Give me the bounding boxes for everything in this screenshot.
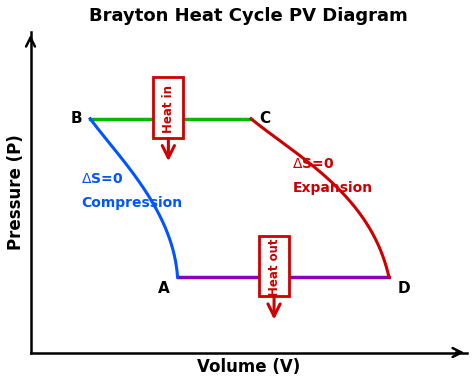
Y-axis label: Pressure (P): Pressure (P)	[7, 134, 25, 250]
Text: $\Delta$S=0: $\Delta$S=0	[81, 172, 123, 186]
FancyBboxPatch shape	[154, 77, 183, 137]
FancyBboxPatch shape	[259, 236, 289, 296]
Text: Heat in: Heat in	[162, 85, 175, 133]
Text: D: D	[397, 281, 410, 296]
Text: $\Delta$S=0: $\Delta$S=0	[292, 157, 335, 171]
Title: Brayton Heat Cycle PV Diagram: Brayton Heat Cycle PV Diagram	[90, 7, 408, 25]
X-axis label: Volume (V): Volume (V)	[197, 358, 301, 376]
Text: B: B	[70, 111, 82, 126]
Text: Expansion: Expansion	[292, 181, 373, 195]
Text: Heat out: Heat out	[267, 239, 281, 296]
Text: Compression: Compression	[81, 196, 182, 210]
Text: C: C	[259, 111, 271, 126]
Text: A: A	[157, 281, 169, 296]
